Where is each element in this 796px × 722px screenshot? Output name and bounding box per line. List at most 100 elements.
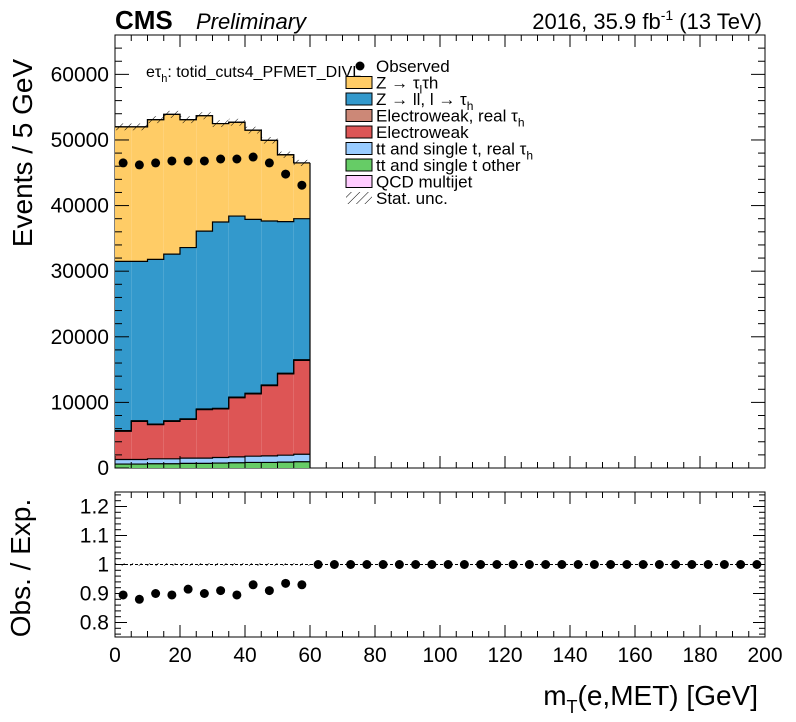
ratio-point-3 — [167, 590, 177, 600]
ratio-point-14 — [346, 560, 356, 569]
top-ytick-label: 50000 — [51, 129, 109, 152]
bar-tt_real-6 — [212, 457, 229, 464]
ratio-point-38 — [736, 560, 746, 569]
bar-tt_real-1 — [131, 459, 148, 465]
bar-tt_other-1 — [131, 464, 148, 468]
xtick-label: 160 — [617, 644, 652, 667]
ratio-point-24 — [508, 560, 518, 569]
bar-ewk-1 — [131, 421, 148, 460]
legend-swatch-zll — [345, 92, 373, 106]
bar-ztt-5 — [196, 115, 213, 232]
legend-swatch-ewk — [345, 125, 373, 139]
observed-point-10 — [281, 169, 291, 179]
bar-ewk-9 — [261, 385, 278, 456]
ratio-point-16 — [378, 560, 388, 569]
bar-tt_other-6 — [212, 463, 229, 468]
bar-ewk-2 — [147, 424, 164, 459]
ratio-point-8 — [248, 580, 258, 590]
legend-label-ewk_real: Electroweak, real τh — [376, 107, 525, 130]
outline-tt_real — [115, 453, 310, 461]
bar-ztt-9 — [261, 140, 278, 221]
bar-ewk-6 — [212, 408, 229, 458]
legend-label-tt_other: tt and single t other — [376, 156, 521, 175]
bar-tt_real-7 — [228, 456, 245, 463]
bar-tt_other-2 — [147, 463, 164, 468]
bar-ztt-0 — [115, 126, 132, 262]
bar-ewk-7 — [228, 397, 245, 457]
bar-zll-1 — [131, 261, 148, 421]
bar-ztt-11 — [293, 162, 310, 219]
ratio-ylabel: Obs. / Exp. — [5, 499, 36, 638]
top-ytick-label: 0 — [97, 457, 109, 480]
observed-point-4 — [183, 156, 193, 166]
ratio-point-12 — [313, 560, 323, 569]
xtick-label: 80 — [363, 644, 386, 667]
ratio-point-22 — [476, 560, 486, 569]
bar-tt_other-11 — [293, 461, 310, 468]
stat-unc-1 — [131, 123, 148, 131]
top-ytick-label: 60000 — [51, 63, 109, 86]
legend-swatch-tt_real — [345, 142, 373, 155]
ratio-point-32 — [638, 560, 648, 569]
legend-label-zll: Z → ll, l → τh — [376, 90, 473, 113]
bar-ewk-10 — [277, 373, 294, 456]
lumi-label: 2016, 35.9 fb-1 (13 TeV) — [532, 7, 762, 34]
bar-tt_other-0 — [115, 464, 132, 468]
xtick-label: 60 — [298, 644, 321, 667]
preliminary-label: Preliminary — [196, 9, 308, 34]
bar-tt_real-3 — [163, 458, 180, 464]
ratio-ytick-label: 1.2 — [80, 496, 109, 519]
legend-label-ztt: Z → τlτh — [376, 74, 438, 97]
ratio-point-9 — [264, 586, 274, 596]
top-ytick-label: 40000 — [51, 195, 109, 218]
bar-zll-4 — [180, 247, 197, 419]
legend-marker-observed — [355, 61, 365, 71]
legend-swatch-ztt — [345, 76, 373, 89]
bar-zll-9 — [261, 220, 278, 386]
bar-ztt-2 — [147, 119, 164, 260]
bar-tt_other-3 — [163, 463, 180, 468]
cms-label: CMS — [115, 5, 173, 35]
ratio-point-11 — [297, 580, 307, 590]
stat-unc-9 — [261, 137, 278, 144]
ratio-axes: 0.8 0.9 1 1.1 1.2 0 20 40 60 80 100 120 140 160 180 200 — [80, 492, 783, 667]
observed-point-2 — [151, 158, 161, 168]
ratio-plot-area — [115, 560, 765, 604]
bar-zll-3 — [163, 254, 180, 421]
top-ytick-label: 10000 — [51, 391, 109, 414]
ratio-point-5 — [199, 589, 209, 598]
bar-tt_other-10 — [277, 462, 294, 468]
bar-tt_other-9 — [261, 462, 278, 468]
ratio-ytick-label: 1.1 — [80, 525, 109, 548]
bar-zll-2 — [147, 259, 164, 425]
bar-ewk-8 — [245, 393, 262, 457]
ratio-point-31 — [622, 560, 632, 569]
legend-swatch-stat — [346, 192, 372, 204]
bar-tt_other-4 — [180, 463, 197, 468]
stat-unc-10 — [277, 151, 294, 158]
bar-ztt-1 — [131, 126, 148, 262]
xlabel: mT(e,MET) [GeV] — [543, 680, 758, 717]
stat-unc-7 — [228, 118, 245, 126]
outline-zll — [115, 215, 310, 262]
ratio-point-18 — [411, 560, 421, 569]
category-label: eτh: totid_cuts4_PFMET_DIVL — [146, 64, 361, 85]
bar-zll-6 — [212, 221, 229, 409]
stat-unc-8 — [245, 126, 262, 134]
top-plot-area — [115, 110, 311, 468]
bar-tt_real-2 — [147, 458, 164, 464]
ratio-point-23 — [492, 560, 502, 569]
ratio-point-25 — [524, 560, 534, 569]
ratio-point-21 — [459, 560, 469, 569]
bar-tt_real-11 — [293, 454, 310, 462]
ratio-point-7 — [232, 590, 242, 600]
observed-point-6 — [216, 154, 226, 164]
top-ytick-label: 20000 — [51, 326, 109, 349]
bar-ztt-4 — [180, 119, 197, 248]
bar-ztt-8 — [245, 130, 262, 220]
bar-tt_other-8 — [245, 462, 262, 468]
observed-point-3 — [167, 156, 177, 166]
bar-ewk-0 — [115, 431, 132, 460]
ratio-point-0 — [118, 590, 128, 600]
